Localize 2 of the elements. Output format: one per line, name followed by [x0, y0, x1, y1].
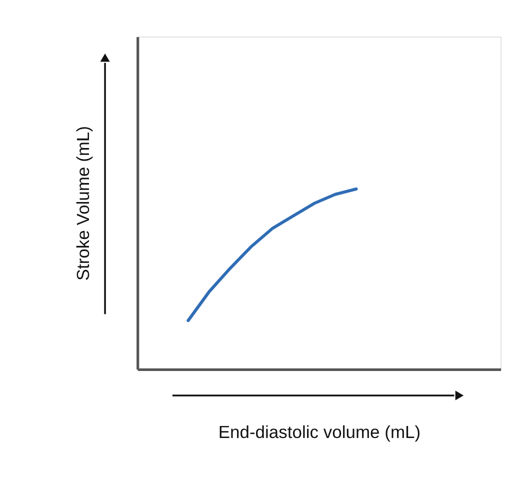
- x-axis-title: End-diastolic volume (mL): [218, 422, 421, 442]
- y-axis-title: Stroke Volume (mL): [72, 126, 93, 281]
